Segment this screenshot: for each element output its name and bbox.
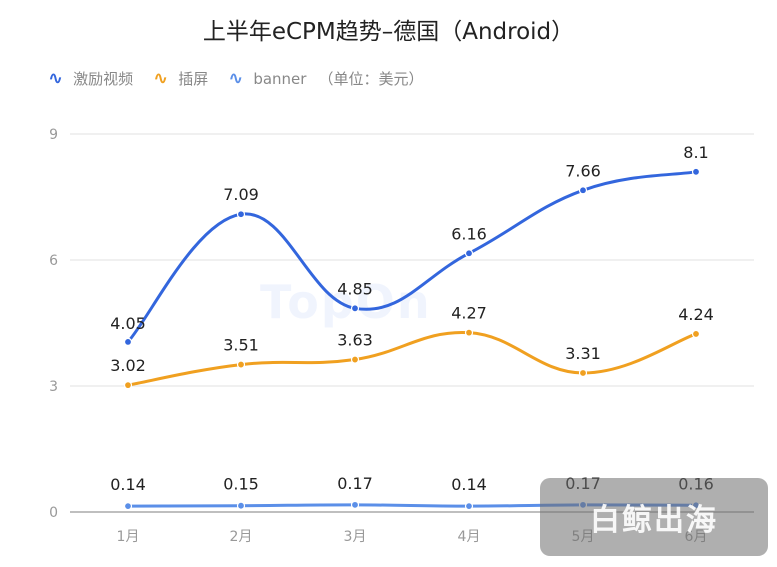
wave-icon: ∿	[48, 67, 64, 89]
x-tick-label: 2月	[230, 529, 253, 545]
watermark-text: 白鲸出海	[590, 503, 718, 538]
data-label: 3.31	[565, 344, 601, 363]
x-tick-label: 1月	[117, 529, 140, 545]
data-label: 0.15	[223, 475, 259, 494]
data-point	[350, 500, 360, 509]
data-point	[236, 501, 246, 510]
data-label: 8.1	[683, 143, 708, 162]
x-tick-label: 4月	[458, 529, 481, 545]
y-tick-label: 0	[49, 505, 58, 521]
data-point	[123, 337, 133, 346]
data-label: 3.51	[223, 336, 259, 355]
legend: ∿ 激励视频 ∿ 插屏 ∿ banner （单位：美元）	[48, 68, 443, 89]
wave-icon: ∿	[228, 67, 244, 89]
data-label: 3.02	[110, 356, 146, 375]
baijing-watermark-badge: 白鲸出海	[540, 478, 768, 556]
legend-label: banner	[253, 69, 307, 88]
data-point	[350, 304, 360, 313]
y-tick-label: 3	[49, 379, 58, 395]
data-point	[123, 381, 133, 390]
data-label: 6.16	[451, 224, 487, 243]
legend-item-banner[interactable]: ∿ banner （单位：美元）	[228, 68, 423, 89]
data-label: 4.05	[110, 314, 146, 333]
series-line	[126, 331, 698, 387]
legend-label: 插屏	[178, 70, 209, 88]
data-point	[350, 355, 360, 364]
topon-watermark-logo: TopOn	[260, 275, 432, 329]
y-tick-label: 6	[49, 253, 58, 269]
data-point	[123, 502, 133, 511]
wave-icon: ∿	[153, 67, 169, 89]
x-tick-label: 3月	[344, 529, 367, 545]
unit-note: （单位：美元）	[318, 70, 424, 88]
chart-title: 上半年eCPM趋势–德国（Android）	[202, 19, 575, 45]
data-label: 3.63	[337, 331, 373, 350]
data-point	[464, 328, 474, 337]
legend-item-rewarded-video[interactable]: ∿ 激励视频	[48, 68, 133, 89]
data-label: 0.17	[337, 474, 373, 493]
data-point	[464, 249, 474, 258]
data-point	[691, 167, 701, 176]
data-point	[578, 368, 588, 378]
data-point	[691, 329, 701, 339]
data-label: 4.85	[337, 279, 373, 298]
data-point	[236, 210, 246, 219]
y-tick-label: 9	[49, 127, 58, 143]
data-point	[464, 502, 474, 511]
data-label: 7.66	[565, 161, 601, 180]
series-line	[126, 170, 698, 344]
data-label: 0.14	[451, 475, 487, 494]
data-label: 7.09	[223, 185, 259, 204]
data-label: 4.24	[678, 305, 714, 324]
data-point	[578, 186, 588, 195]
legend-item-interstitial[interactable]: ∿ 插屏	[153, 68, 208, 89]
data-point	[236, 360, 246, 369]
data-label: 4.27	[451, 304, 487, 323]
legend-label: 激励视频	[73, 70, 134, 88]
data-label: 0.14	[110, 475, 146, 494]
